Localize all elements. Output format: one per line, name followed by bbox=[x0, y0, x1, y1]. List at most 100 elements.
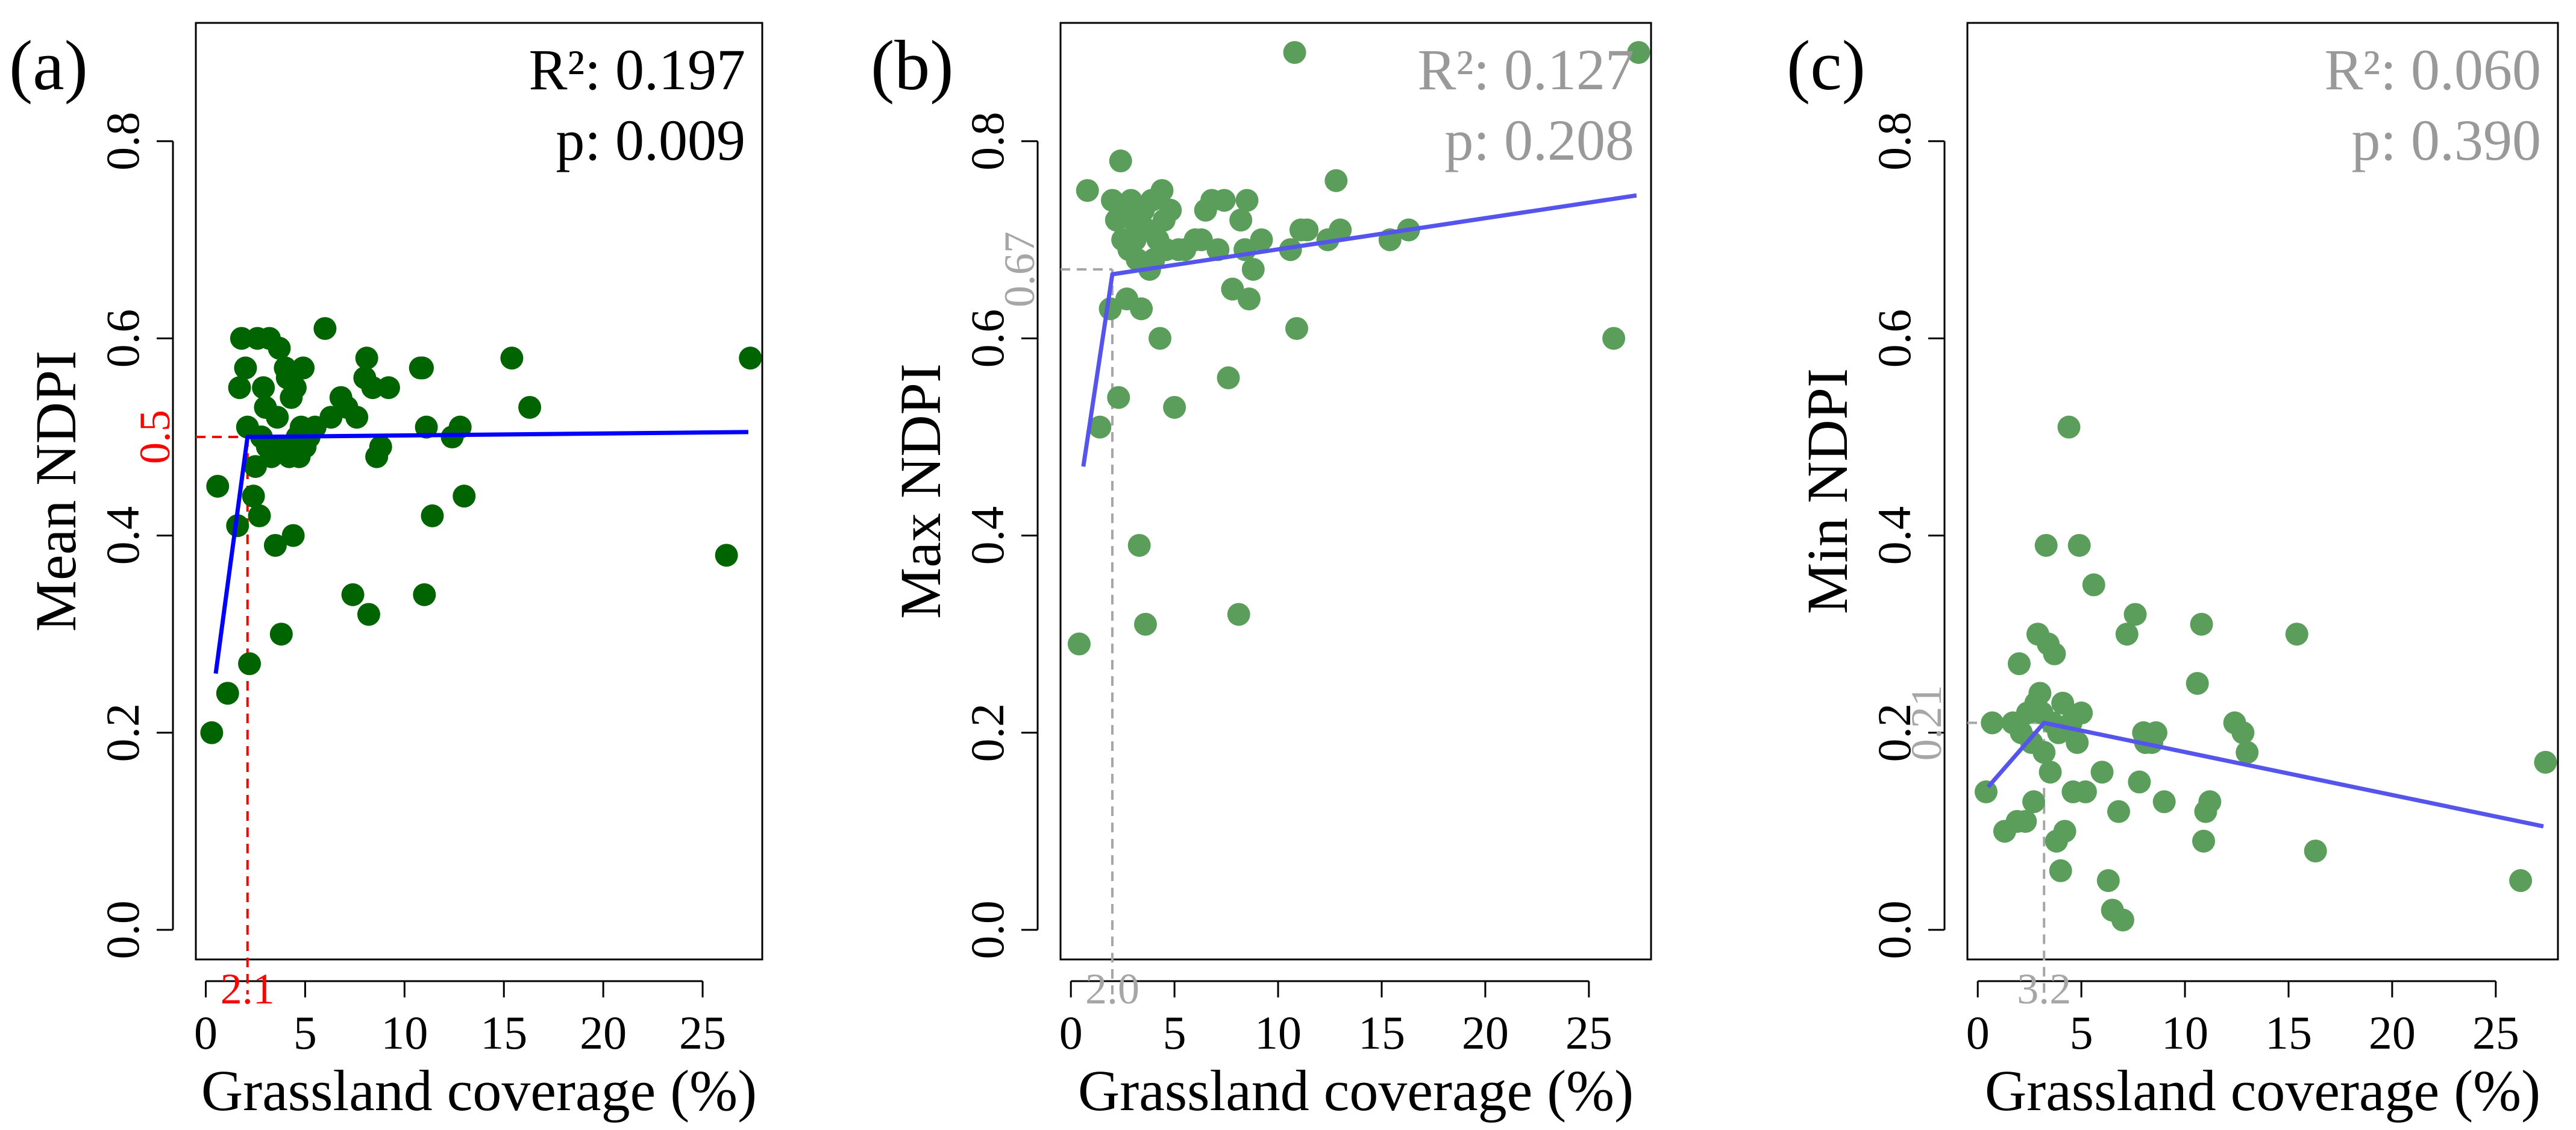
data-point bbox=[266, 406, 289, 429]
data-point bbox=[313, 317, 337, 341]
data-point bbox=[1602, 327, 1626, 350]
fit-line bbox=[213, 430, 748, 674]
data-point bbox=[1296, 218, 1319, 242]
data-point bbox=[453, 485, 476, 508]
y-axis-label: Mean NDPI bbox=[24, 351, 88, 632]
plot-frame bbox=[1966, 22, 2559, 961]
data-point bbox=[1133, 612, 1157, 636]
data-point bbox=[2509, 869, 2533, 893]
data-point bbox=[715, 544, 738, 567]
data-point bbox=[1159, 198, 1182, 222]
r-squared-label: R²: 0.197 bbox=[529, 37, 745, 102]
breakpoint-y-label: 0.67 bbox=[995, 231, 1044, 307]
data-point bbox=[1212, 189, 1236, 212]
fit-line bbox=[1986, 720, 2544, 829]
p-value-label: p: 0.009 bbox=[556, 108, 745, 172]
y-tick-label: 0.8 bbox=[961, 112, 1014, 171]
y-tick-label: 0.0 bbox=[961, 900, 1014, 959]
data-point bbox=[2028, 682, 2052, 705]
data-point bbox=[341, 583, 365, 606]
data-point bbox=[1329, 218, 1352, 242]
y-tick-label: 0.0 bbox=[96, 900, 149, 959]
p-value-label: p: 0.390 bbox=[2351, 108, 2541, 172]
data-point bbox=[2096, 869, 2120, 893]
data-point bbox=[1235, 189, 1259, 212]
data-point bbox=[248, 504, 271, 527]
plot-frame bbox=[1059, 22, 1652, 961]
data-point bbox=[413, 583, 436, 606]
data-point bbox=[369, 435, 392, 459]
y-tick-label: 0.2 bbox=[1868, 703, 1920, 762]
r-squared-label: R²: 0.127 bbox=[1418, 37, 1634, 102]
data-point bbox=[2074, 780, 2097, 803]
data-point bbox=[200, 721, 224, 744]
data-point bbox=[206, 474, 230, 498]
data-point bbox=[357, 603, 380, 626]
data-point bbox=[2032, 741, 2056, 764]
data-point bbox=[2022, 790, 2046, 814]
data-point bbox=[1229, 209, 1253, 232]
y-tick-label: 0.8 bbox=[1868, 112, 1920, 171]
data-point bbox=[2053, 820, 2076, 843]
data-point bbox=[1076, 179, 1099, 202]
data-point bbox=[1067, 632, 1091, 656]
data-point bbox=[1241, 257, 1265, 281]
data-point bbox=[2107, 800, 2131, 823]
data-point bbox=[263, 533, 287, 557]
breakpoint-x-label: 2.0 bbox=[1085, 965, 1139, 1013]
y-tick-label: 0.6 bbox=[961, 309, 1014, 368]
data-point bbox=[1088, 415, 1112, 439]
x-tick-label: 25 bbox=[2472, 1006, 2519, 1059]
y-axis-label: Max NDPI bbox=[888, 363, 953, 619]
data-point bbox=[2231, 721, 2255, 744]
p-value-label: p: 0.208 bbox=[1444, 108, 1634, 172]
data-point bbox=[283, 376, 307, 400]
data-point bbox=[216, 682, 239, 705]
y-tick-label: 0.2 bbox=[961, 703, 1014, 762]
data-point bbox=[2043, 642, 2066, 665]
data-point bbox=[2198, 790, 2222, 814]
data-point bbox=[1130, 297, 1153, 321]
data-point bbox=[739, 347, 762, 370]
data-point bbox=[228, 376, 251, 400]
data-point bbox=[2152, 790, 2176, 814]
data-point bbox=[500, 347, 524, 370]
data-point bbox=[1107, 386, 1130, 409]
data-point bbox=[1237, 287, 1261, 311]
x-tick-label: 0 bbox=[1059, 1006, 1083, 1059]
x-tick-label: 15 bbox=[480, 1006, 527, 1059]
data-point bbox=[2192, 829, 2215, 853]
data-point bbox=[1974, 780, 1998, 803]
data-point bbox=[2115, 623, 2139, 646]
x-tick-label: 0 bbox=[194, 1006, 218, 1059]
data-point bbox=[2057, 415, 2081, 439]
x-tick-label: 25 bbox=[1565, 1006, 1612, 1059]
data-point bbox=[345, 406, 369, 429]
breakpoint-y-label: 0.5 bbox=[131, 410, 179, 464]
data-point bbox=[2034, 533, 2058, 557]
data-point bbox=[2186, 671, 2209, 695]
data-point bbox=[252, 376, 275, 400]
y-tick-label: 0.6 bbox=[96, 309, 149, 368]
breakpoint-x-label: 2.1 bbox=[221, 965, 275, 1013]
x-tick-label: 25 bbox=[679, 1006, 726, 1059]
data-point bbox=[2082, 573, 2105, 597]
data-point bbox=[1163, 395, 1186, 419]
data-point bbox=[355, 347, 378, 370]
data-point bbox=[1324, 169, 1348, 192]
data-point bbox=[377, 376, 400, 400]
plot-frame bbox=[195, 22, 763, 961]
data-point bbox=[2070, 702, 2093, 725]
y-tick-label: 0.6 bbox=[1868, 309, 1920, 368]
x-tick-label: 10 bbox=[1255, 1006, 1302, 1059]
y-tick-label: 0.4 bbox=[961, 506, 1014, 565]
x-axis-label: Grassland coverage (%) bbox=[1078, 1058, 1634, 1123]
data-point bbox=[2123, 603, 2147, 626]
data-point bbox=[1283, 41, 1306, 64]
x-tick-label: 5 bbox=[293, 1006, 317, 1059]
data-point bbox=[2014, 809, 2037, 833]
y-tick-label: 0.8 bbox=[96, 112, 149, 171]
fit-line bbox=[1081, 193, 1637, 467]
